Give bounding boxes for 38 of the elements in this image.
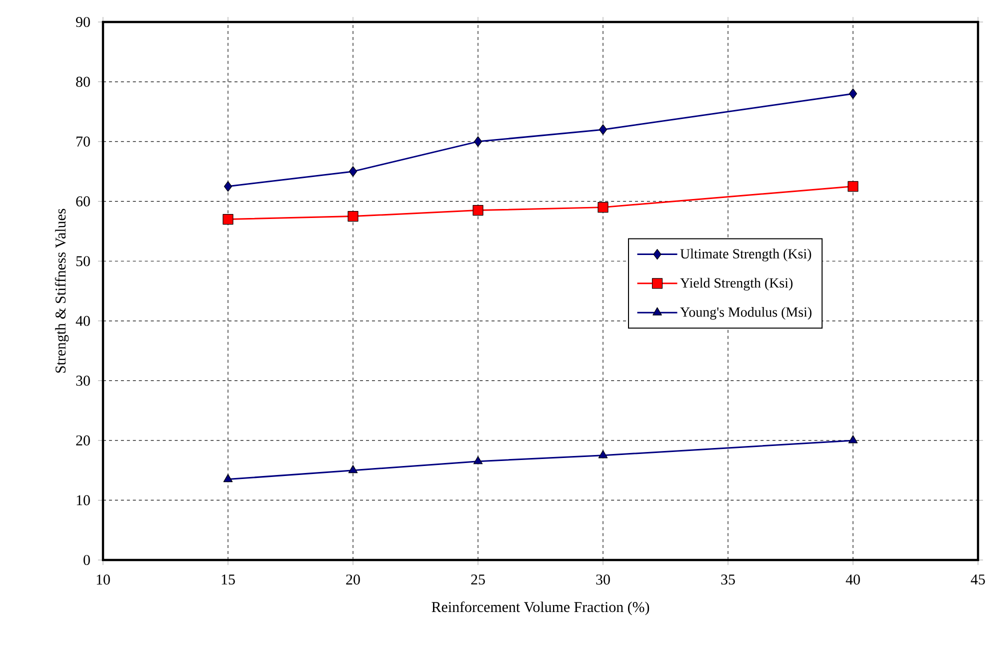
point [348,465,358,474]
point [222,214,234,225]
point [472,205,484,216]
y-tick-label: 30 [76,376,90,386]
y-tick-label: 10 [76,495,90,506]
x-tick-label: 45 [970,574,985,584]
legend-label: Young's Modulus (Msi) [680,306,812,320]
point [474,136,482,147]
y-tick-label: 20 [76,435,90,446]
x-tick-label: 10 [96,574,110,585]
x-tick-label: 40 [846,574,860,585]
y-tick-label: 70 [76,136,90,147]
y-tick-label: 50 [76,256,90,266]
legend-label: Yield Strength (Ksi) [680,278,793,291]
y-axis-title: Strength & Stiffness Values [54,208,69,373]
point [473,456,483,464]
y-tick-label: 60 [76,196,90,206]
legend-label: Ultimate Strength (Ksi) [680,248,812,262]
point [348,166,358,177]
x-tick-label: 35 [721,574,735,585]
point [223,474,233,482]
y-tick-label: 0 [84,554,90,566]
point [348,210,358,222]
x-axis-title: Reinforcement Volume Fraction (%) [432,601,650,616]
point [598,202,608,213]
point [848,435,858,444]
point [848,88,858,100]
x-tick-label: 15 [222,574,235,585]
x-tick-label: 30 [596,574,610,585]
point [848,181,858,192]
point [598,124,608,135]
y-tick-label: 80 [76,76,90,87]
x-tick-label: 25 [471,574,485,585]
y-tick-label: 90 [76,16,90,28]
point [598,450,608,458]
point [224,181,232,192]
x-tick-label: 20 [346,574,360,585]
y-tick-label: 40 [76,316,90,326]
